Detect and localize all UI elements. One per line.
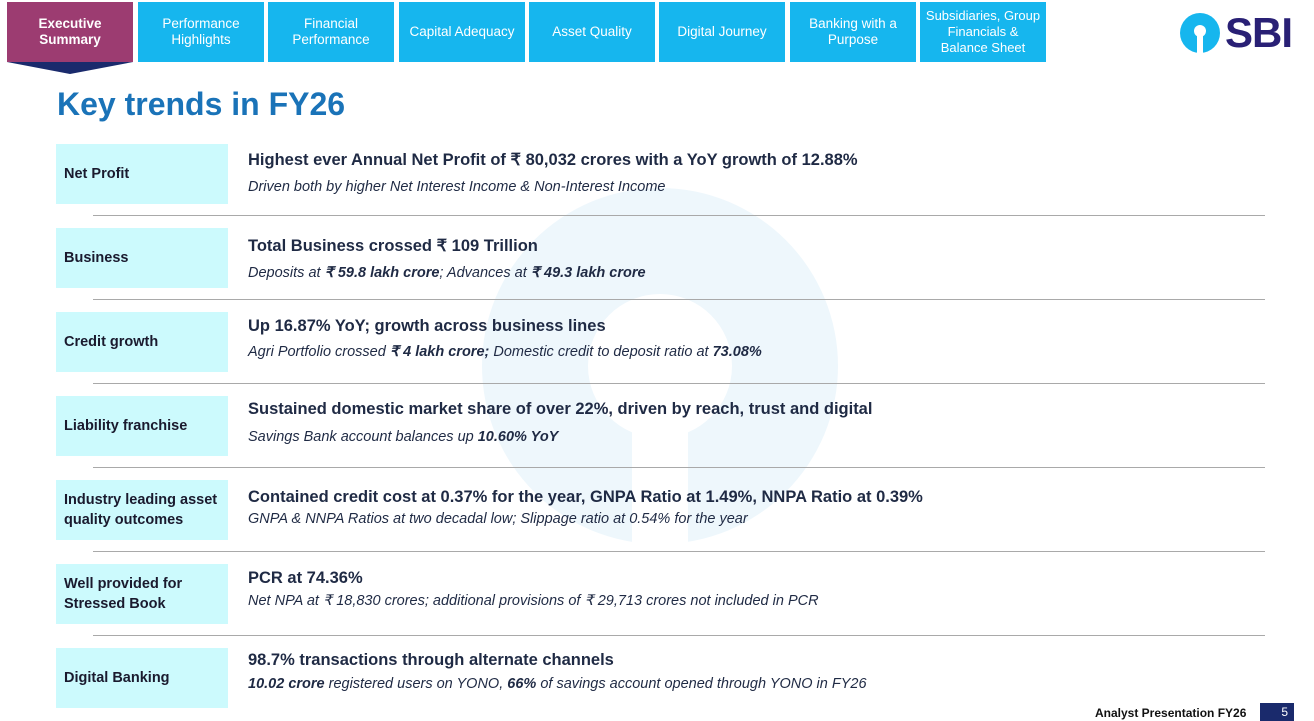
detail-text: Deposits at bbox=[248, 265, 325, 281]
tab-financial-performance[interactable]: Financial Performance bbox=[268, 2, 394, 62]
row-label: Liability franchise bbox=[56, 396, 228, 456]
row-headline: Contained credit cost at 0.37% for the y… bbox=[248, 488, 923, 506]
row-label: Credit growth bbox=[56, 312, 228, 372]
emphasis-text: ₹ 49.3 lakh crore bbox=[530, 265, 646, 281]
detail-text: registered users on YONO, bbox=[324, 676, 508, 692]
detail-text: Driven both by higher Net Interest Incom… bbox=[248, 179, 666, 195]
tab-asset-quality[interactable]: Asset Quality bbox=[529, 2, 655, 62]
sbi-keyhole-icon bbox=[1180, 13, 1220, 53]
emphasis-text: 10.02 crore bbox=[248, 676, 325, 692]
sbi-watermark-icon bbox=[482, 188, 838, 544]
row-label: Digital Banking bbox=[56, 648, 228, 708]
tab-capital-adequacy[interactable]: Capital Adequacy bbox=[399, 2, 525, 62]
row-detail: Agri Portfolio crossed ₹ 4 lakh crore; D… bbox=[248, 344, 762, 360]
row-detail: GNPA & NNPA Ratios at two decadal low; S… bbox=[248, 511, 748, 527]
detail-text: Agri Portfolio crossed bbox=[248, 344, 390, 360]
tab-subsidiaries[interactable]: Subsidiaries, Group Financials & Balance… bbox=[920, 2, 1046, 62]
detail-text: Domestic credit to deposit ratio at bbox=[489, 344, 713, 360]
row-label: Business bbox=[56, 228, 228, 288]
tab-banking-with-a-purpose[interactable]: Banking with a Purpose bbox=[790, 2, 916, 62]
row-label: Net Profit bbox=[56, 144, 228, 204]
emphasis-text: ₹ 59.8 lakh crore bbox=[324, 265, 440, 281]
emphasis-text: 73.08% bbox=[712, 344, 762, 360]
page-number: 5 bbox=[1260, 703, 1294, 721]
divider bbox=[93, 383, 1265, 384]
row-headline: Total Business crossed ₹ 109 Trillion bbox=[248, 237, 538, 255]
emphasis-text: 66% bbox=[507, 676, 537, 692]
row-headline: Up 16.87% YoY; growth across business li… bbox=[248, 317, 606, 335]
row-detail: Deposits at ₹ 59.8 lakh crore; Advances … bbox=[248, 265, 646, 281]
detail-text: Net NPA at ₹ 18,830 crores; additional p… bbox=[248, 593, 819, 609]
tab-digital-journey[interactable]: Digital Journey bbox=[659, 2, 785, 62]
row-headline: Highest ever Annual Net Profit of ₹ 80,0… bbox=[248, 151, 858, 169]
row-headline: PCR at 74.36% bbox=[248, 569, 363, 587]
row-detail: Driven both by higher Net Interest Incom… bbox=[248, 179, 665, 195]
tab-performance-highlights[interactable]: Performance Highlights bbox=[138, 2, 264, 62]
row-detail: 10.02 crore registered users on YONO, 66… bbox=[248, 676, 867, 692]
emphasis-text: 10.60% YoY bbox=[477, 429, 559, 445]
row-headline: Sustained domestic market share of over … bbox=[248, 400, 873, 418]
row-detail: Savings Bank account balances up 10.60% … bbox=[248, 429, 558, 445]
detail-text: GNPA & NNPA Ratios at two decadal low; S… bbox=[248, 511, 748, 527]
divider bbox=[93, 551, 1265, 552]
row-label: Well provided for Stressed Book bbox=[56, 564, 228, 624]
detail-text: ; Advances at bbox=[439, 265, 531, 281]
detail-text: Savings Bank account balances up bbox=[248, 429, 478, 445]
row-label: Industry leading asset quality outcomes bbox=[56, 480, 228, 540]
tab-executive-summary[interactable]: Executive Summary bbox=[7, 2, 133, 62]
logo-text: SBI bbox=[1225, 9, 1293, 56]
sbi-logo: SBI bbox=[1180, 9, 1293, 56]
divider bbox=[93, 467, 1265, 468]
divider bbox=[93, 215, 1265, 216]
detail-text: of savings account opened through YONO i… bbox=[536, 676, 867, 692]
emphasis-text: ₹ 4 lakh crore; bbox=[389, 344, 490, 360]
footer-text: Analyst Presentation FY26 bbox=[1095, 706, 1247, 720]
row-detail: Net NPA at ₹ 18,830 crores; additional p… bbox=[248, 593, 819, 609]
row-headline: 98.7% transactions through alternate cha… bbox=[248, 651, 614, 669]
page-title: Key trends in FY26 bbox=[57, 86, 346, 122]
divider bbox=[93, 635, 1265, 636]
divider bbox=[93, 299, 1265, 300]
active-tab-indicator bbox=[7, 62, 133, 74]
